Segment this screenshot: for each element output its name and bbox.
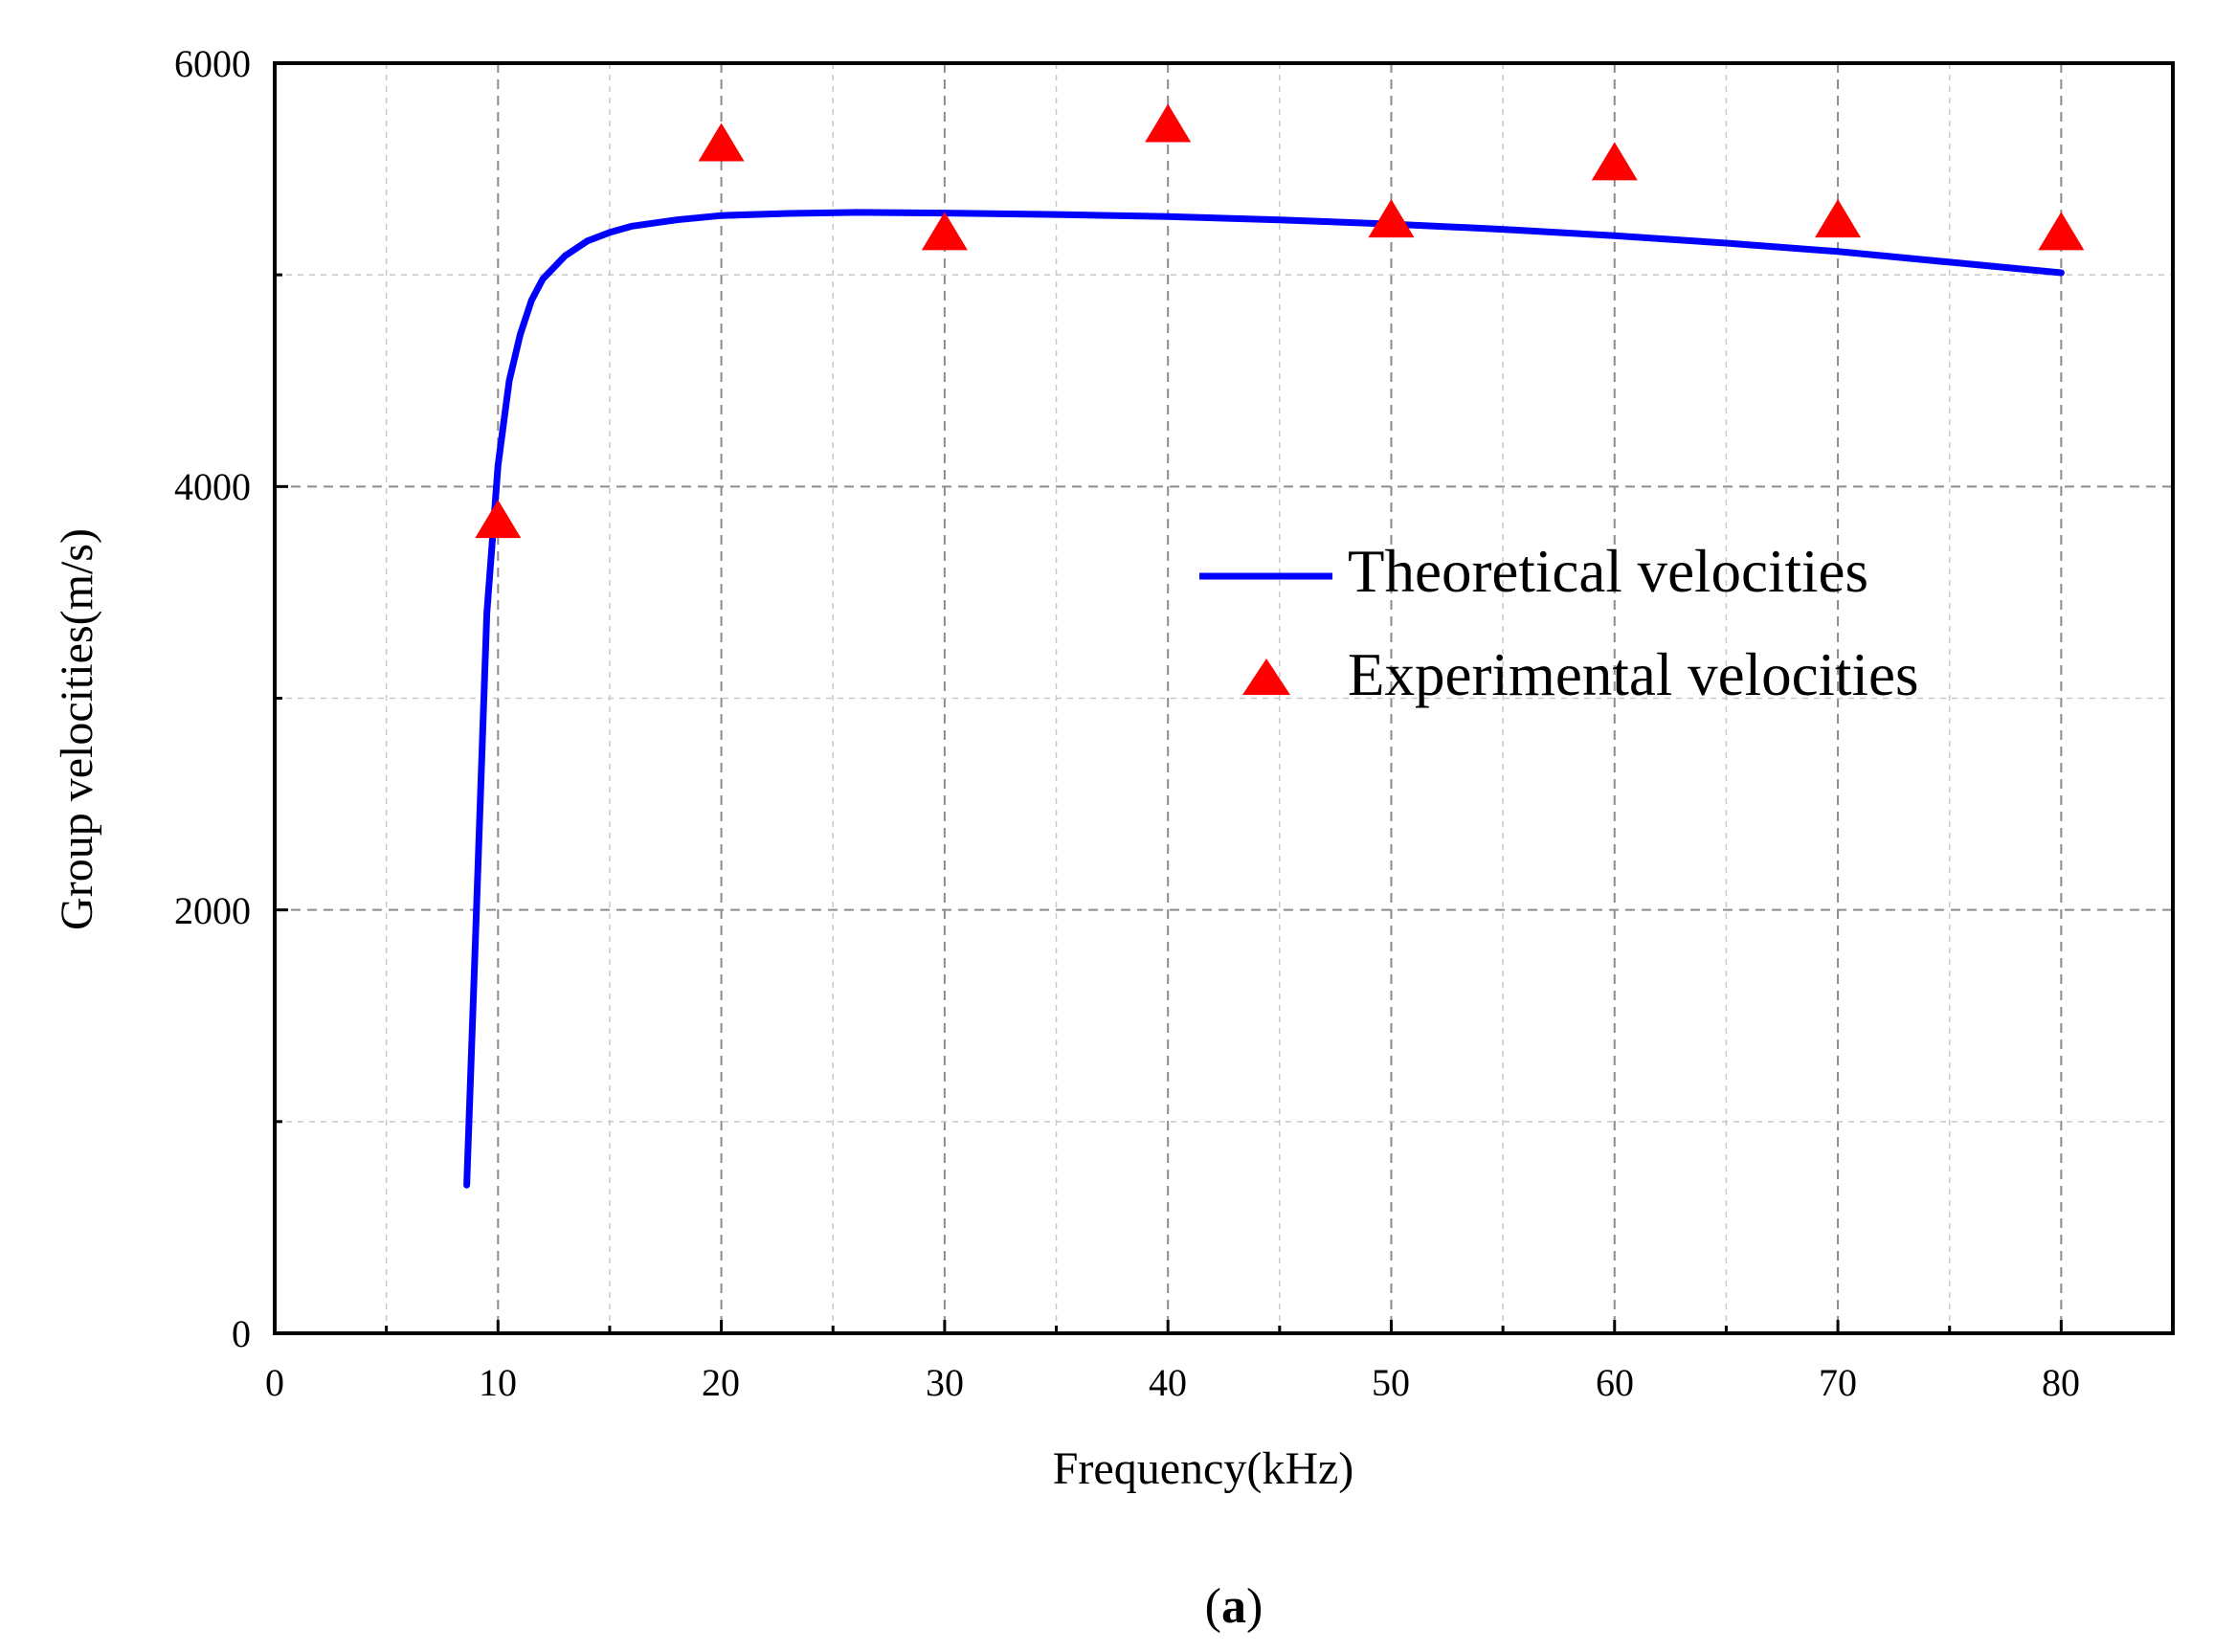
caption-close-paren: ) (1246, 1579, 1263, 1634)
ticks (273, 61, 2175, 1335)
x-tick-label: 0 (265, 1361, 284, 1404)
legend: Theoretical velocities Experimental velo… (1199, 538, 1919, 708)
x-tick-label: 70 (1819, 1361, 1857, 1404)
experimental-point (921, 212, 968, 251)
experimental-point (698, 123, 745, 162)
y-tick-label: 6000 (174, 42, 251, 85)
x-tick-label: 20 (702, 1361, 740, 1404)
x-tick-label: 60 (1596, 1361, 1634, 1404)
experimental-point (1145, 103, 1192, 143)
series-theoretical (463, 209, 2065, 1189)
x-tick-label: 30 (926, 1361, 964, 1404)
theoretical-line (463, 209, 2065, 1189)
caption-open-paren: ( (1205, 1579, 1221, 1634)
experimental-point (1368, 199, 1415, 238)
x-axis: 0 10 20 30 40 50 60 70 80 Frequency(kHz) (265, 1361, 2080, 1494)
x-tick-label: 80 (2042, 1361, 2080, 1404)
y-axis-title: Group velocities(m/s) (52, 528, 102, 930)
caption: (a) (1205, 1579, 1264, 1634)
y-tick-label: 2000 (174, 889, 251, 932)
x-tick-label: 40 (1149, 1361, 1187, 1404)
x-tick-label: 50 (1372, 1361, 1410, 1404)
caption-letter: a (1221, 1579, 1246, 1634)
legend-triangle-swatch (1242, 659, 1290, 695)
legend-label-theoretical: Theoretical velocities (1348, 538, 1868, 605)
svg-text:(a): (a) (1205, 1579, 1264, 1634)
y-tick-label: 4000 (174, 465, 251, 508)
legend-label-experimental: Experimental velocities (1348, 641, 1919, 708)
y-axis: 0 2000 4000 6000 Group velocities(m/s) (52, 42, 251, 1355)
plot-area (273, 61, 2175, 1335)
y-tick-label: 0 (232, 1312, 251, 1355)
grid (275, 63, 2173, 1333)
experimental-point (1815, 199, 1862, 238)
experimental-point (475, 500, 522, 539)
experimental-point (2038, 212, 2085, 251)
x-tick-label: 10 (479, 1361, 517, 1404)
series-experimental (475, 103, 2085, 539)
x-axis-title: Frequency(kHz) (1053, 1443, 1354, 1494)
plot-frame (273, 61, 2175, 1335)
experimental-point (1591, 142, 1638, 181)
